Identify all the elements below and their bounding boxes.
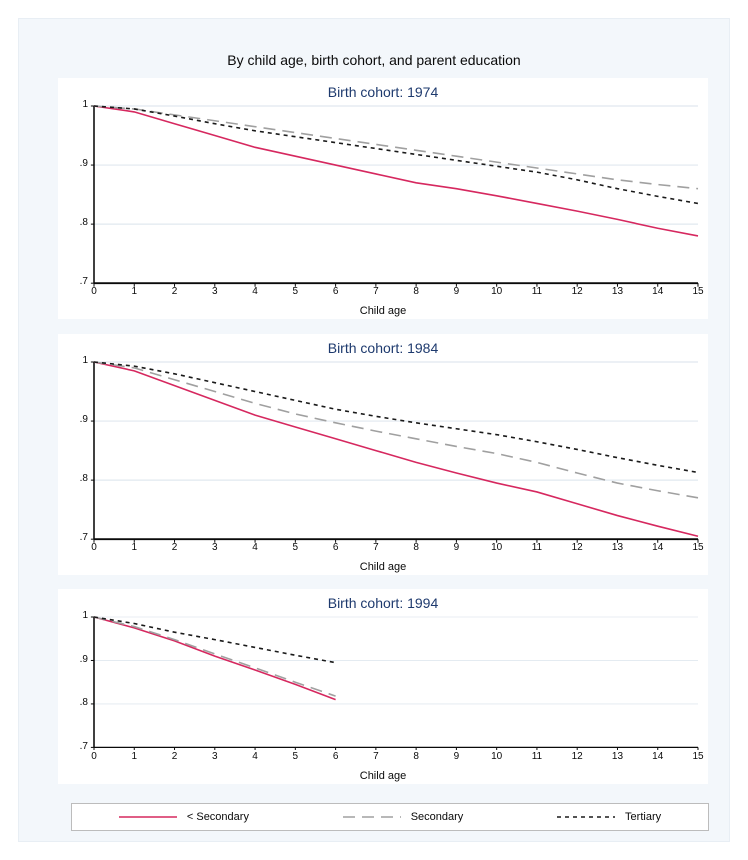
x-tick-label: 12 [567,542,587,553]
legend-item-tertiary: Tertiary [557,810,661,824]
x-tick-label: 5 [285,542,305,553]
legend-swatch [557,810,615,824]
series-secondary [94,362,698,498]
x-tick-label: 8 [406,286,426,297]
legend-label: < Secondary [187,811,249,823]
main-title: By child age, birth cohort, and parent e… [18,52,730,68]
series-lt_secondary [94,617,336,700]
x-tick-label: 3 [205,751,225,762]
x-tick-label: 10 [487,542,507,553]
x-tick-label: 9 [446,751,466,762]
y-tick-label: 1 [82,355,88,366]
legend-swatch [119,810,177,824]
plot-region: 0123456789101112131415.7.8.91 [94,617,698,747]
x-tick-label: 7 [366,542,386,553]
x-tick-label: 11 [527,286,547,297]
x-axis-label: Child age [58,770,708,782]
legend-item-lt_secondary: < Secondary [119,810,249,824]
x-tick-label: 3 [205,542,225,553]
x-tick-label: 8 [406,751,426,762]
x-tick-label: 13 [607,542,627,553]
chart-frame: By child age, birth cohort, and parent e… [18,18,730,842]
panel-area: Birth cohort: 19740123456789101112131415… [58,78,708,798]
x-tick-label: 9 [446,286,466,297]
x-tick-label: 5 [285,751,305,762]
x-tick-label: 4 [245,286,265,297]
x-tick-label: 6 [326,542,346,553]
x-tick-label: 15 [688,542,708,553]
x-tick-label: 15 [688,286,708,297]
series-lt_secondary [94,106,698,236]
x-axis-label: Child age [58,305,708,317]
x-tick-label: 2 [165,286,185,297]
x-axis-label: Child age [58,561,708,573]
x-tick-label: 8 [406,542,426,553]
panel-1: Birth cohort: 19840123456789101112131415… [58,334,708,575]
x-tick-label: 6 [326,751,346,762]
plot-region: 0123456789101112131415.7.8.91 [94,106,698,283]
x-tick-label: 5 [285,286,305,297]
x-tick-label: 4 [245,542,265,553]
y-tick-label: .7 [80,276,88,287]
panel-title: Birth cohort: 1994 [58,595,708,611]
panel-0: Birth cohort: 19740123456789101112131415… [58,78,708,319]
x-tick-label: 12 [567,751,587,762]
y-tick-label: .8 [80,473,88,484]
x-tick-label: 15 [688,751,708,762]
x-tick-label: 3 [205,286,225,297]
y-tick-label: .7 [80,741,88,752]
legend-item-secondary: Secondary [343,810,464,824]
x-tick-label: 6 [326,286,346,297]
panel-2: Birth cohort: 19940123456789101112131415… [58,589,708,783]
x-tick-label: 2 [165,542,185,553]
x-tick-label: 1 [124,286,144,297]
y-tick-label: .9 [80,414,88,425]
y-tick-label: .8 [80,217,88,228]
plot-region: 0123456789101112131415.7.8.91 [94,362,698,539]
x-tick-label: 7 [366,751,386,762]
y-tick-label: .7 [80,532,88,543]
x-tick-label: 1 [124,751,144,762]
x-tick-label: 14 [648,542,668,553]
y-tick-label: 1 [82,610,88,621]
series-lt_secondary [94,362,698,536]
x-tick-label: 14 [648,751,668,762]
x-tick-label: 0 [84,542,104,553]
x-tick-label: 13 [607,751,627,762]
y-tick-label: .8 [80,697,88,708]
x-tick-label: 10 [487,751,507,762]
legend-label: Secondary [411,811,464,823]
x-tick-label: 11 [527,542,547,553]
x-tick-label: 1 [124,542,144,553]
x-tick-label: 7 [366,286,386,297]
legend-label: Tertiary [625,811,661,823]
x-tick-label: 14 [648,286,668,297]
series-tertiary [94,106,698,203]
y-tick-label: .9 [80,654,88,665]
x-tick-label: 4 [245,751,265,762]
x-tick-label: 10 [487,286,507,297]
x-tick-label: 13 [607,286,627,297]
panel-title: Birth cohort: 1974 [58,84,708,100]
legend-swatch [343,810,401,824]
panel-title: Birth cohort: 1984 [58,340,708,356]
x-tick-label: 0 [84,286,104,297]
x-tick-label: 0 [84,751,104,762]
x-tick-label: 12 [567,286,587,297]
y-tick-label: .9 [80,158,88,169]
legend: < Secondary Secondary Tertiary [72,804,708,830]
chart-root: By child age, birth cohort, and parent e… [0,0,748,860]
x-tick-label: 11 [527,751,547,762]
x-tick-label: 2 [165,751,185,762]
y-tick-label: 1 [82,99,88,110]
x-tick-label: 9 [446,542,466,553]
